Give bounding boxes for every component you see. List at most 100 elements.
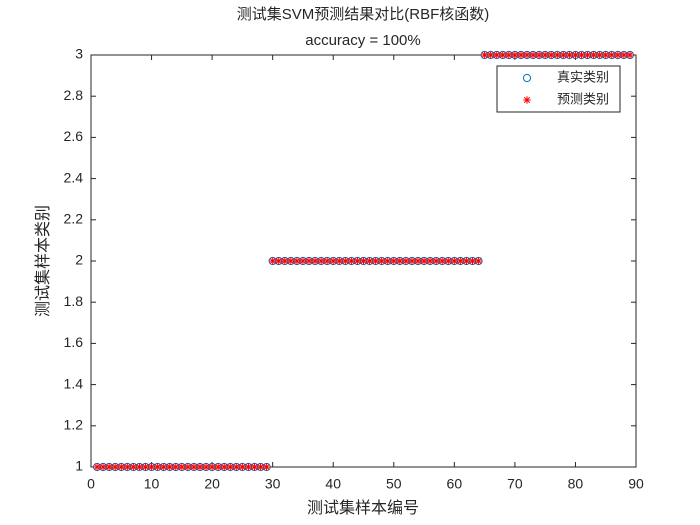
pred-point <box>420 257 428 265</box>
y-tick-label: 2 <box>75 252 83 268</box>
pred-point <box>329 257 338 265</box>
pred-point <box>141 463 150 471</box>
x-tick-label: 10 <box>144 476 160 492</box>
pred-point <box>202 463 210 471</box>
pred-point <box>178 463 186 471</box>
pred-point <box>359 257 368 265</box>
pred-point <box>565 51 574 59</box>
pred-point <box>135 463 144 471</box>
pred-point <box>377 257 386 265</box>
pred-point <box>456 257 465 265</box>
pred-point <box>601 51 610 59</box>
y-tick-label: 2.2 <box>64 211 84 227</box>
chart-subtitle: accuracy = 100% <box>305 32 420 49</box>
pred-point <box>305 257 313 265</box>
pred-point <box>614 51 622 59</box>
pred-point <box>147 463 156 471</box>
pred-point <box>335 257 344 265</box>
pred-point <box>341 257 350 265</box>
pred-point <box>486 51 495 59</box>
pred-point <box>511 51 519 59</box>
pred-point <box>317 257 325 265</box>
pred-point <box>535 51 543 59</box>
pred-point <box>268 257 277 265</box>
pred-point <box>371 257 380 265</box>
pred-point <box>214 463 222 471</box>
y-tick-label: 1 <box>75 458 83 474</box>
y-axis-label: 测试集样本类别 <box>34 205 52 317</box>
x-tick-label: 40 <box>325 476 341 492</box>
pred-point <box>274 257 283 265</box>
pred-point <box>559 51 568 59</box>
pred-point <box>402 257 410 265</box>
pred-point <box>583 51 592 59</box>
pred-point <box>165 463 174 471</box>
pred-point <box>426 257 434 265</box>
pred-point <box>244 463 253 471</box>
y-tick-label: 1.8 <box>64 293 84 309</box>
pred-point <box>153 463 162 471</box>
pred-point <box>498 51 507 59</box>
x-tick-label: 80 <box>568 476 584 492</box>
pred-point <box>299 257 307 265</box>
pred-point <box>438 257 447 265</box>
x-tick-label: 0 <box>87 476 95 492</box>
pred-point <box>432 257 440 265</box>
pred-point <box>414 257 422 265</box>
pred-point <box>287 257 295 265</box>
legend-label: 预测类别 <box>557 91 609 106</box>
pred-point <box>232 463 241 471</box>
pred-point <box>365 257 374 265</box>
x-tick-label: 20 <box>204 476 220 492</box>
pred-point <box>238 463 247 471</box>
pred-point <box>589 51 598 59</box>
pred-point <box>396 257 404 265</box>
legend-label: 真实类别 <box>557 69 609 84</box>
pred-point <box>171 463 180 471</box>
legend-box <box>496 65 621 113</box>
pred-point <box>323 257 331 265</box>
pred-point <box>577 51 586 59</box>
pred-point <box>474 257 483 265</box>
pred-point <box>462 257 471 265</box>
y-tick-label: 2.8 <box>64 87 84 103</box>
pred-point <box>523 51 531 59</box>
x-tick-label: 30 <box>265 476 281 492</box>
pred-point <box>505 51 513 59</box>
pred-point <box>184 463 192 471</box>
y-tick-label: 2.6 <box>64 128 84 144</box>
x-tick-label: 60 <box>447 476 463 492</box>
pred-point <box>529 51 537 59</box>
pred-point <box>93 463 101 471</box>
legend-marker <box>522 73 532 83</box>
pred-point <box>190 463 198 471</box>
pred-point <box>220 463 229 471</box>
pred-point <box>450 257 459 265</box>
pred-point <box>517 51 525 59</box>
y-tick-label: 3 <box>75 46 83 62</box>
pred-point <box>226 463 235 471</box>
pred-point <box>280 257 289 265</box>
pred-point <box>262 463 271 471</box>
pred-point <box>105 463 113 471</box>
x-tick-label: 70 <box>507 476 523 492</box>
y-tick-label: 2.4 <box>64 169 84 185</box>
pred-point <box>117 463 126 471</box>
y-tick-label: 1.2 <box>64 417 84 433</box>
pred-point <box>159 463 168 471</box>
pred-point <box>250 463 259 471</box>
pred-point <box>547 51 556 59</box>
pred-point <box>347 257 356 265</box>
pred-point <box>129 463 138 471</box>
y-tick-label: 1.4 <box>64 375 84 391</box>
pred-point <box>480 51 489 59</box>
pred-point <box>607 51 616 59</box>
pred-point <box>444 257 453 265</box>
x-axis-label: 测试集样本编号 <box>307 499 419 517</box>
pred-point <box>311 257 319 265</box>
pred-point <box>256 463 265 471</box>
pred-point <box>389 257 398 265</box>
pred-point <box>468 257 477 265</box>
pred-point <box>196 463 204 471</box>
pred-point <box>208 463 216 471</box>
